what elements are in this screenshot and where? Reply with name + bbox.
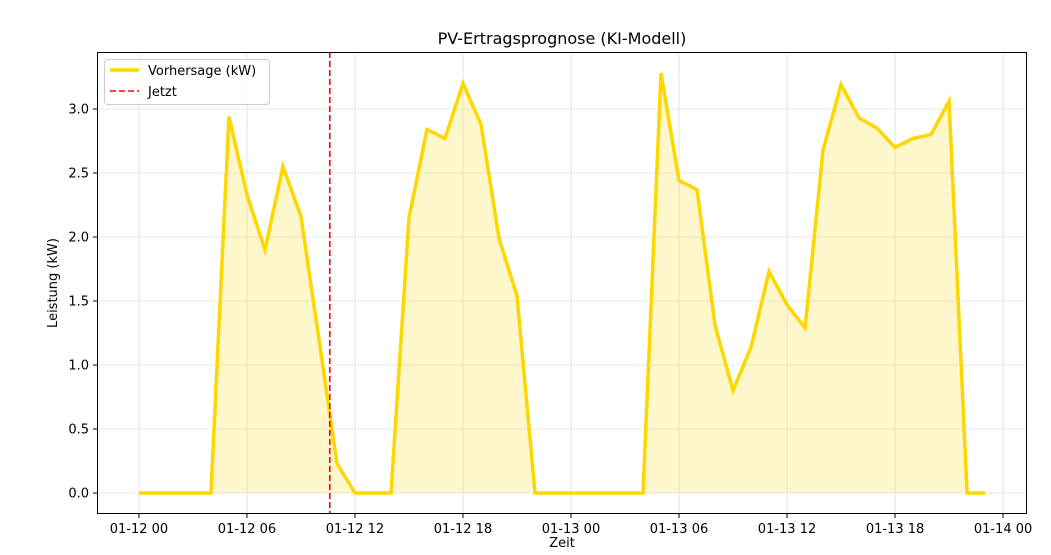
y-tick-label: 1.0 [68, 358, 89, 373]
legend-label-forecast: Vorhersage (kW) [148, 64, 256, 79]
y-tick-label: 0.5 [68, 422, 89, 437]
forecast-line [138, 72, 986, 495]
y-tick-label: 1.5 [68, 294, 89, 309]
x-tick-label: 01-13 06 [650, 522, 708, 537]
legend: Vorhersage (kW) Jetzt [104, 59, 270, 105]
plot-frame [97, 52, 1027, 514]
y-tick-label: 3.0 [68, 102, 89, 117]
x-tick-label: 01-12 12 [326, 522, 384, 537]
x-tick-label: 01-12 00 [110, 522, 168, 537]
y-axis-label: Leistung (kW) [46, 238, 61, 328]
x-axis-label: Zeit [549, 536, 575, 551]
x-tick-label: 01-13 00 [542, 522, 600, 537]
x-tick-label: 01-13 12 [758, 522, 816, 537]
legend-label-now: Jetzt [147, 85, 177, 100]
x-tick-label: 01-14 00 [974, 522, 1032, 537]
x-tick-label: 01-12 18 [434, 522, 492, 537]
x-tick-label: 01-13 18 [866, 522, 924, 537]
x-tick-label: 01-12 06 [218, 522, 276, 537]
forecast-area-fill [138, 73, 986, 494]
y-tick-label: 2.5 [68, 166, 89, 181]
chart-title: PV-Ertragsprognose (KI-Modell) [438, 29, 687, 48]
grid [97, 52, 1027, 514]
x-axis: 01-12 00 01-12 06 01-12 12 01-12 18 01-13 00… [110, 514, 1032, 537]
y-axis: 0.0 0.5 1.0 1.5 2.0 2.5 3.0 [68, 102, 97, 502]
y-tick-label: 0.0 [68, 487, 89, 502]
y-tick-label: 2.0 [68, 230, 89, 245]
